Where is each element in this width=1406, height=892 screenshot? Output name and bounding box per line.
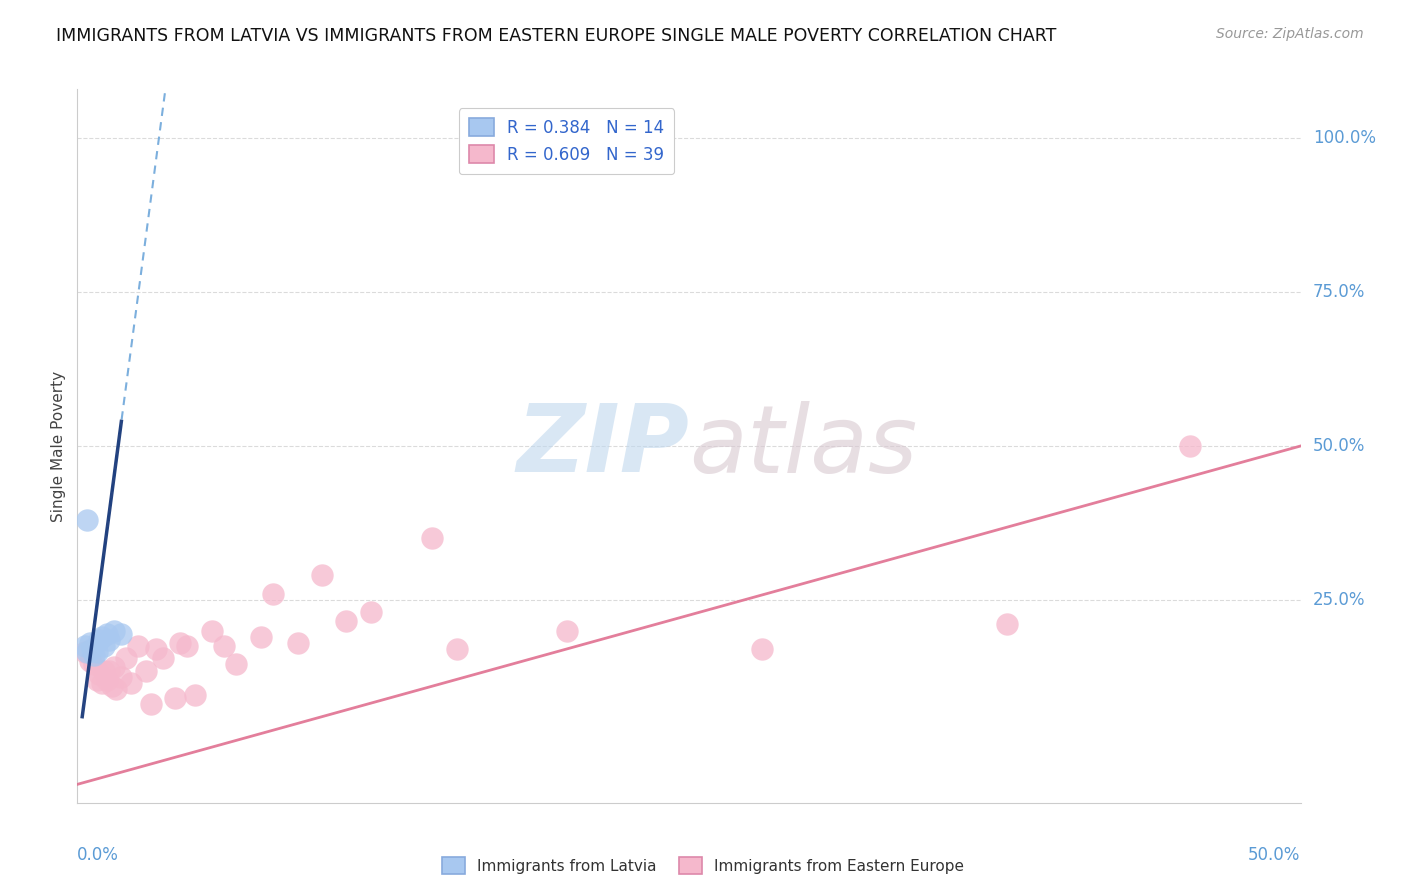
Point (86, 673, 108, 687)
Legend: R = 0.384   N = 14, R = 0.609   N = 39: R = 0.384 N = 14, R = 0.609 N = 39 (458, 108, 675, 174)
Text: ZIP: ZIP (516, 400, 689, 492)
Point (225, 657, 247, 672)
Point (73, 639, 96, 653)
Point (86, 645, 108, 659)
Point (287, 636, 309, 650)
Text: 25.0%: 25.0% (1313, 591, 1365, 609)
Point (135, 664, 157, 678)
Point (73, 645, 96, 659)
Point (76, 645, 98, 659)
Y-axis label: Single Male Poverty: Single Male Poverty (51, 370, 66, 522)
Text: Source: ZipAtlas.com: Source: ZipAtlas.com (1216, 27, 1364, 41)
Point (83, 657, 105, 672)
Text: 100.0%: 100.0% (1313, 129, 1376, 147)
Point (250, 630, 273, 644)
Point (176, 639, 198, 653)
Point (80, 642, 103, 657)
Point (96, 673, 118, 687)
Point (93, 664, 115, 678)
Point (212, 639, 235, 653)
Point (169, 636, 191, 650)
Point (110, 670, 132, 684)
Point (120, 676, 142, 690)
Point (96, 626, 118, 640)
Point (127, 639, 149, 653)
Point (335, 615, 357, 629)
Point (311, 568, 333, 582)
Text: atlas: atlas (689, 401, 917, 491)
Point (184, 688, 207, 702)
Point (103, 624, 125, 638)
Point (262, 587, 284, 601)
Point (446, 642, 468, 657)
Point (201, 624, 224, 638)
Point (98, 664, 121, 678)
Point (105, 681, 128, 696)
Text: IMMIGRANTS FROM LATVIA VS IMMIGRANTS FROM EASTERN EUROPE SINGLE MALE POVERTY COR: IMMIGRANTS FROM LATVIA VS IMMIGRANTS FRO… (56, 27, 1057, 45)
Point (98, 632, 121, 647)
Point (89, 632, 111, 647)
Point (79, 636, 101, 650)
Legend: Immigrants from Latvia, Immigrants from Eastern Europe: Immigrants from Latvia, Immigrants from … (436, 851, 970, 880)
Point (152, 651, 174, 665)
Point (555, 624, 578, 638)
Point (83, 648, 105, 662)
Point (100, 679, 122, 693)
Point (420, 531, 443, 545)
Point (93, 639, 115, 653)
Point (360, 605, 382, 619)
Point (139, 698, 162, 712)
Point (995, 617, 1018, 632)
Text: 75.0%: 75.0% (1313, 283, 1365, 301)
Point (89, 666, 111, 681)
Point (1180, 439, 1202, 453)
Text: 50.0%: 50.0% (1249, 846, 1301, 863)
Point (90, 630, 112, 644)
Point (115, 651, 138, 665)
Point (145, 642, 167, 657)
Point (751, 642, 773, 657)
Point (90, 676, 112, 690)
Point (103, 660, 125, 674)
Point (76, 513, 98, 527)
Point (110, 626, 132, 640)
Point (165, 691, 187, 706)
Text: 50.0%: 50.0% (1313, 437, 1365, 455)
Point (79, 654, 101, 668)
Text: 0.0%: 0.0% (77, 846, 120, 863)
